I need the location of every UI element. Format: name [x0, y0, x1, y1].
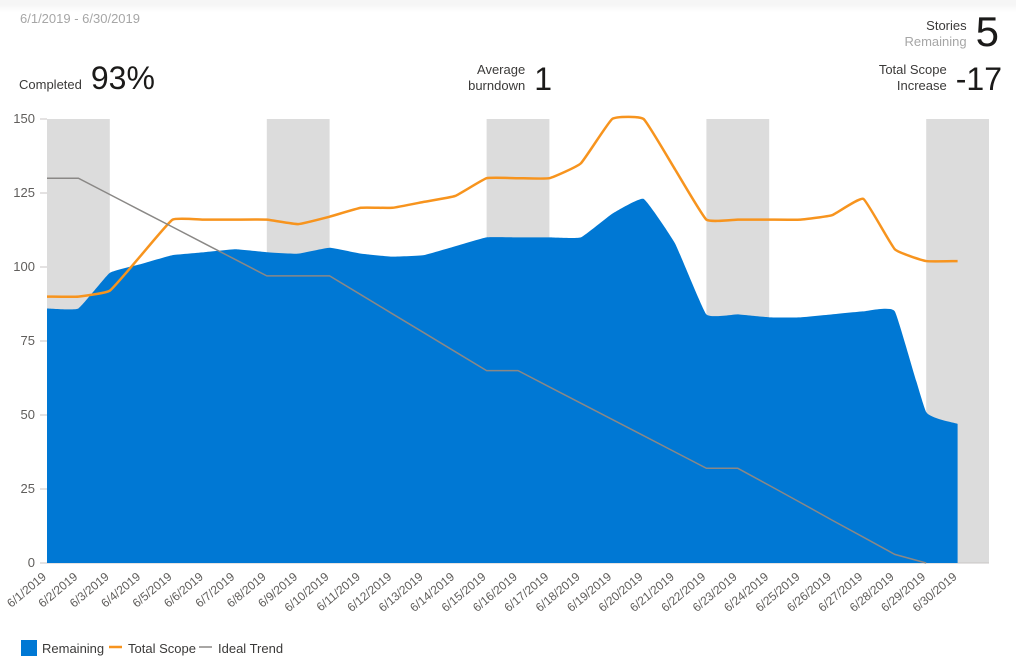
svg-text:Remaining: Remaining: [42, 641, 104, 656]
svg-text:150: 150: [13, 111, 35, 126]
svg-text:125: 125: [13, 185, 35, 200]
svg-text:75: 75: [21, 333, 35, 348]
svg-text:50: 50: [21, 407, 35, 422]
svg-text:Total Scope: Total Scope: [128, 641, 196, 656]
svg-text:25: 25: [21, 481, 35, 496]
svg-text:100: 100: [13, 259, 35, 274]
svg-text:Ideal Trend: Ideal Trend: [218, 641, 283, 656]
svg-text:0: 0: [28, 555, 35, 570]
